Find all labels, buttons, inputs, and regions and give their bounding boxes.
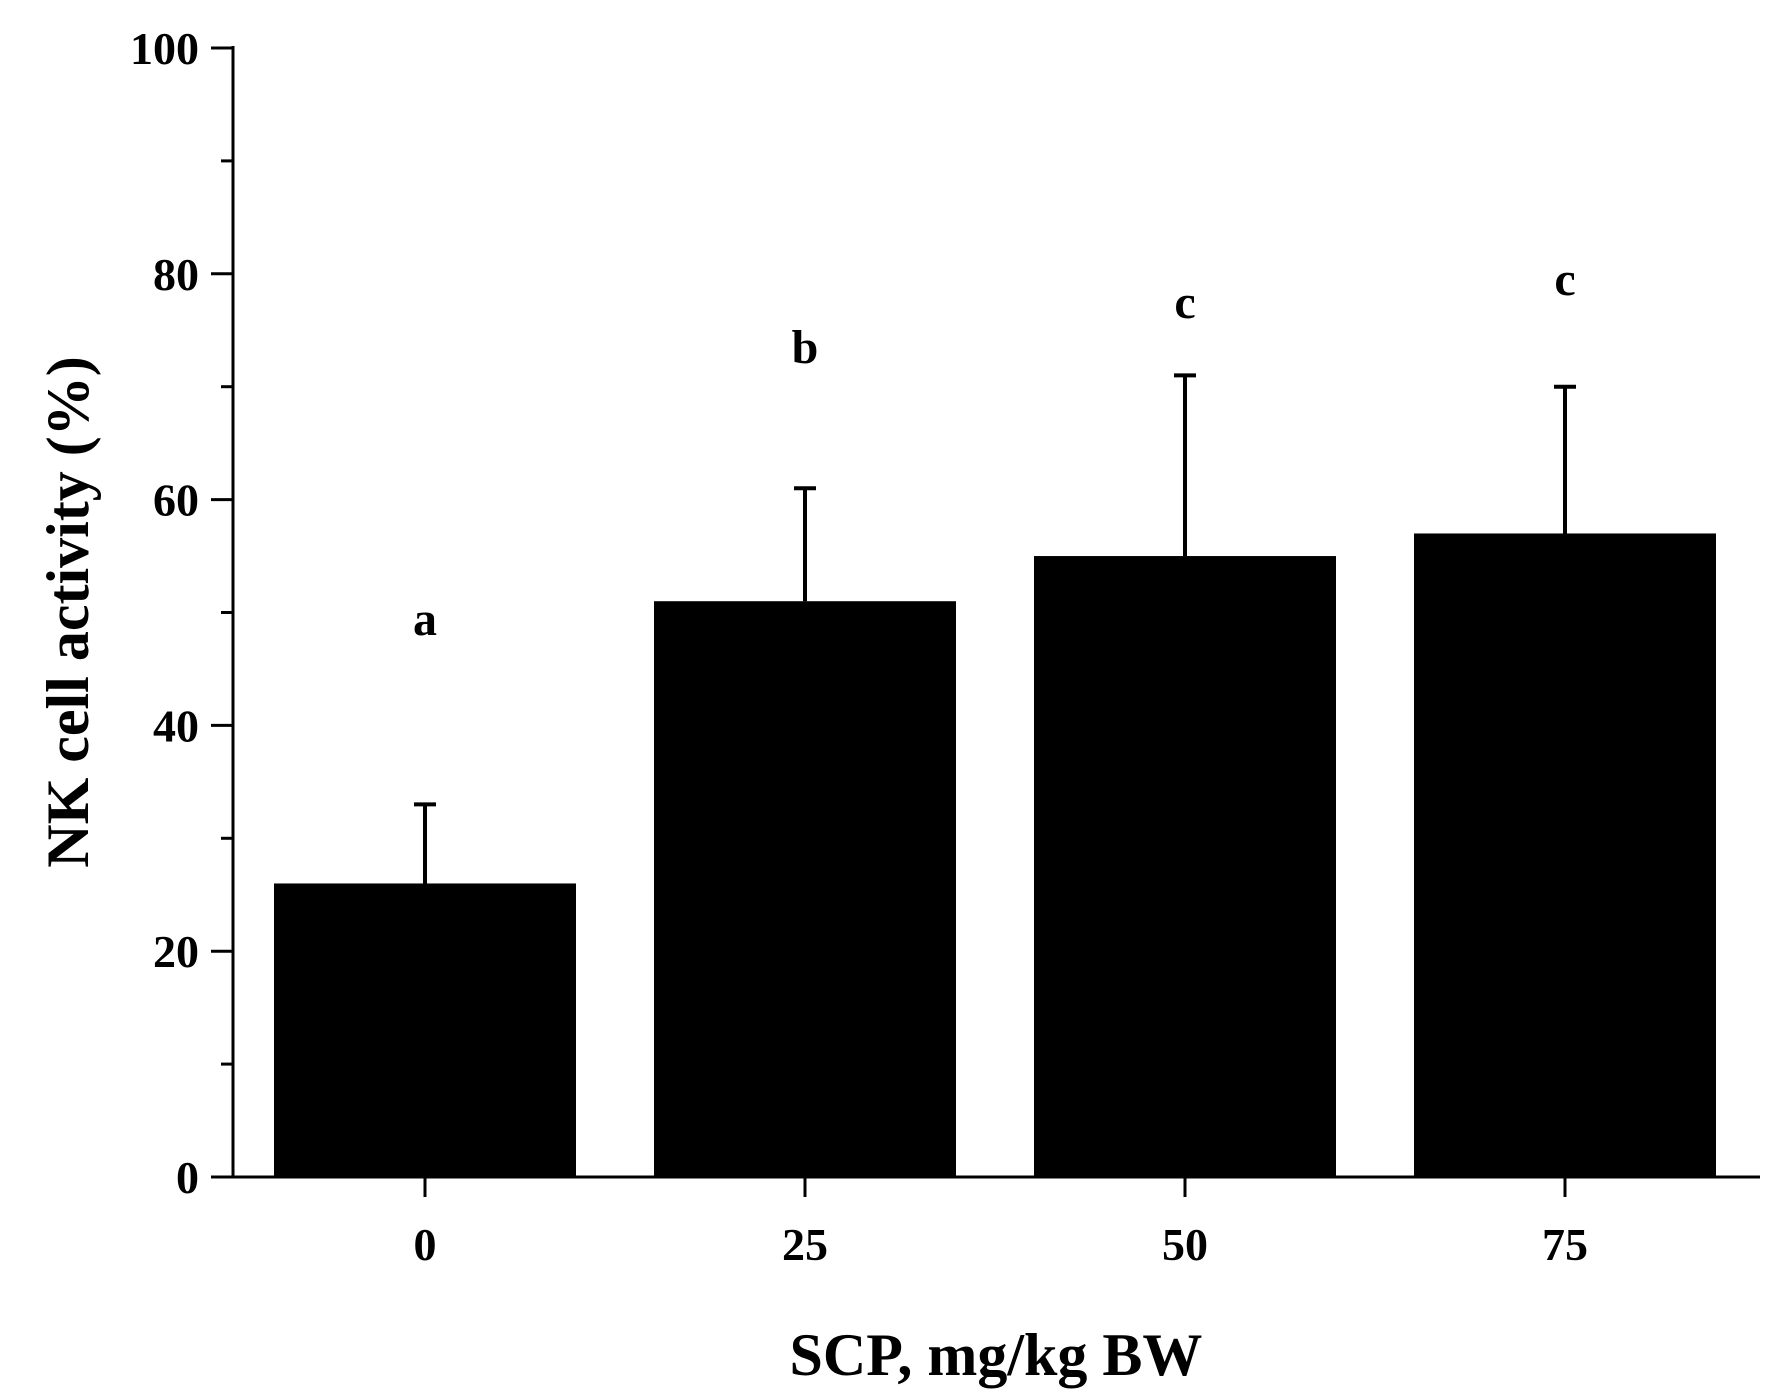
bars (274, 533, 1716, 1177)
x-tick-label-75: 75 (1542, 1219, 1588, 1270)
y-tick-label-80: 80 (153, 249, 199, 300)
x-tick-label-50: 50 (1162, 1219, 1208, 1270)
bar-0 (274, 883, 576, 1177)
y-tick-label-60: 60 (153, 475, 199, 526)
y-tick-label-0: 0 (176, 1152, 199, 1203)
y-axis-title: NK cell activity (%) (35, 356, 101, 868)
x-tick-label-25: 25 (782, 1219, 828, 1270)
axes (211, 46, 1760, 1197)
significance-label-75: c (1554, 253, 1575, 306)
labels: 0 20 40 60 80 100 0 25 50 75 a b c c (130, 23, 1588, 1270)
x-axis-title: SCP, mg/kg BW (790, 1322, 1203, 1388)
y-tick-label-100: 100 (130, 23, 199, 74)
bar-50 (1034, 556, 1336, 1177)
bar-25 (654, 601, 956, 1177)
x-tick-label-0: 0 (414, 1219, 437, 1270)
y-tick-label-20: 20 (153, 926, 199, 977)
y-tick-label-40: 40 (153, 700, 199, 751)
significance-label-50: c (1174, 276, 1195, 329)
significance-label-25: b (792, 321, 819, 374)
bar-75 (1414, 533, 1716, 1177)
error-bars (414, 373, 1576, 884)
significance-label-0: a (413, 593, 437, 646)
